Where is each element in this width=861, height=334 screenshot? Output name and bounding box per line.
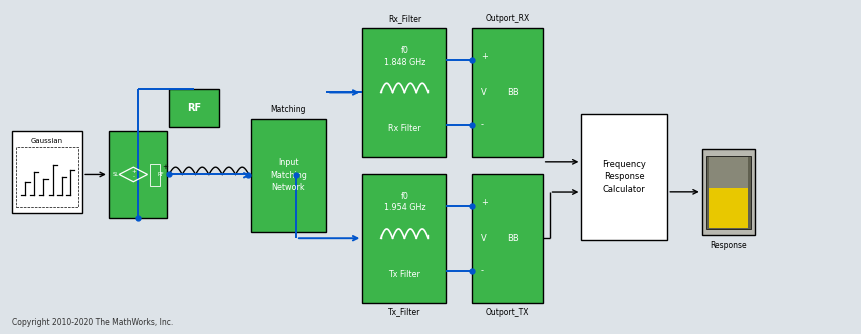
Bar [16, 147, 77, 207]
Text: Copyright 2010-2020 The MathWorks, Inc.: Copyright 2010-2020 The MathWorks, Inc. [12, 318, 173, 327]
Text: -: - [480, 120, 483, 129]
Text: Tx_Filter: Tx_Filter [387, 308, 420, 317]
Text: V: V [480, 234, 486, 243]
Text: Outport_RX: Outport_RX [485, 14, 529, 23]
Bar [169, 89, 219, 127]
Text: f0
1.954 GHz: f0 1.954 GHz [383, 192, 424, 212]
Text: f0
1.848 GHz: f0 1.848 GHz [383, 46, 424, 67]
Text: SL: SL [112, 172, 118, 177]
Text: Tx Filter: Tx Filter [388, 270, 420, 279]
Text: -: - [133, 174, 134, 179]
Text: Gaussian: Gaussian [31, 138, 63, 144]
Bar [472, 174, 542, 303]
Text: +: + [480, 197, 487, 206]
Bar [150, 164, 160, 186]
Text: Rx_Filter: Rx_Filter [387, 14, 420, 23]
Bar [708, 187, 747, 227]
Bar [108, 131, 167, 218]
Bar [362, 174, 446, 303]
Bar [362, 28, 446, 157]
Text: Input
Matching
Network: Input Matching Network [269, 158, 307, 192]
Text: -: - [480, 266, 483, 275]
Bar [580, 114, 666, 240]
Text: Rx Filter: Rx Filter [387, 124, 420, 133]
Text: +: + [480, 52, 487, 61]
Text: RF: RF [187, 103, 201, 113]
Bar [701, 149, 754, 235]
Text: Matching: Matching [270, 105, 306, 114]
Bar [705, 156, 750, 229]
Text: Outport_TX: Outport_TX [485, 308, 529, 317]
Bar [251, 119, 325, 231]
Bar [472, 28, 542, 157]
Text: V: V [480, 88, 486, 97]
Text: Response: Response [709, 241, 746, 250]
Bar [708, 157, 747, 187]
Text: Frequency
Response
Calculator: Frequency Response Calculator [602, 160, 646, 194]
Text: BB: BB [507, 88, 518, 97]
Text: RF: RF [157, 172, 164, 177]
Bar [12, 131, 82, 213]
Text: BB: BB [507, 234, 518, 243]
Text: +: + [131, 169, 135, 174]
Text: +: + [163, 164, 168, 170]
